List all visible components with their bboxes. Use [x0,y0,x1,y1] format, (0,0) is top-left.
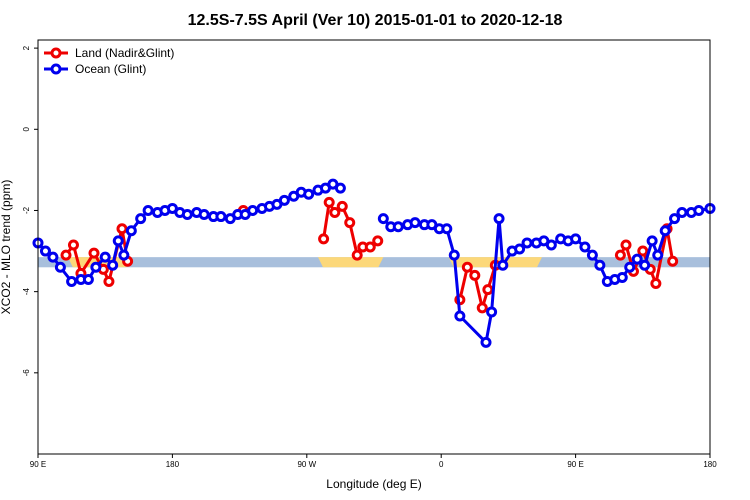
series-0-point-4-1 [620,239,632,251]
series-1-point-0-14 [142,204,154,216]
series-1-point-1-20 [545,239,557,251]
x-tick-label-2: 90 W [297,460,316,469]
series-1-point-0-9 [107,259,119,271]
series-1-point-1-33 [646,235,658,247]
series-1-point-1-16 [514,243,526,255]
series-1-point-0-13 [135,213,147,225]
series-1-point-1-17 [521,237,533,249]
series-1-point-1-29 [616,271,628,283]
y-tick-label-3: -4 [22,288,31,296]
series-0-point-0-6 [116,223,128,235]
series-1-point-1-32 [639,259,651,271]
y-tick-label-2: -2 [22,206,31,214]
series-1-point-1-12 [486,306,498,318]
series-1-point-1-24 [579,241,591,253]
y-tick-label-4: -6 [22,369,31,377]
legend: Land (Nadir&Glint) Ocean (Glint) [44,46,174,76]
series-1-point-0-4 [66,276,78,287]
series-0-point-2-3 [336,200,348,212]
series-1-point-0-21 [198,209,210,221]
series-1-point-1-8 [441,223,453,235]
series-1-point-1-25 [586,249,598,261]
legend-label-land: Land (Nadir&Glint) [75,46,174,60]
series-1-point-0-7 [90,261,102,273]
series-0-point-0-1 [67,239,79,251]
series-1-point-1-9 [448,249,460,261]
series-1-point-1-11 [480,336,492,348]
series-1-point-1-14 [497,259,509,271]
series-1-point-1-39 [693,204,705,216]
y-tick-label-0: 2 [22,45,31,50]
x-tick-label-1: 180 [166,460,180,469]
band-highlight-1 [318,257,384,268]
y-tick-label-1: 0 [22,127,31,132]
legend-label-ocean: Ocean (Glint) [75,62,146,76]
series-1-point-0-3 [54,261,66,273]
series-1-point-1-36 [669,213,681,225]
x-tick-label-3: 0 [439,460,444,469]
legend-marker-ocean [50,63,62,75]
series-0-point-4-3 [637,245,649,257]
series-1-point-0-8 [99,251,111,263]
series-0-point-0-5 [103,276,115,287]
series-0-point-4-5 [650,278,662,290]
series-1-point-0-11 [118,249,130,261]
plot-area [32,178,716,348]
series-0-point-2-4 [344,217,356,229]
series-1-point-0-34 [303,188,315,200]
series-0-point-3-4 [482,284,494,296]
series-0-point-4-7 [667,255,679,267]
y-axis-label: XCO2 - MLO trend (ppm) [0,180,13,315]
x-tick-label-5: 180 [703,460,717,469]
chart-title: 12.5S-7.5S April (Ver 10) 2015-01-01 to … [188,12,563,29]
series-1 [32,178,716,348]
series-0-point-0-3 [88,247,100,259]
series-1-point-1-13 [493,213,505,225]
series-1-point-1-4 [409,217,421,229]
x-tick-label-4: 90 E [567,460,583,469]
series-0-point-4-0 [614,249,626,261]
series-1-point-1-34 [652,249,664,261]
series-0-point-2-0 [318,233,330,245]
series-1-point-0-1 [39,245,51,257]
series-0-point-3-2 [469,269,481,281]
series-0-point-3-3 [476,302,488,314]
series-1-point-0-2 [47,251,59,263]
series-1-point-0-19 [181,209,193,221]
series-0-point-2-1 [323,196,335,208]
x-axis-label: Longitude (deg E) [326,477,421,491]
series-1-point-1-26 [594,259,606,271]
x-axis: 90 E 180 90 W 0 90 E 180 [30,454,717,469]
x-tick-label-0: 90 E [30,460,46,469]
series-1-point-0-27 [247,204,259,216]
plot-frame [37,39,711,455]
series-0-point-2-8 [372,235,384,247]
series-1-point-1-2 [392,221,404,233]
series-0-point-0-0 [60,249,72,261]
series-1-point-0-38 [334,182,346,194]
series-1-point-0-6 [82,273,94,285]
series-1-point-1-35 [659,225,671,237]
series-0-point-3-1 [461,261,473,273]
series-1-point-0-12 [125,225,137,237]
series-1-point-1-23 [570,233,582,245]
series-1-point-0-31 [278,194,290,206]
series-1-point-1-30 [624,261,636,273]
series-0-point-2-2 [329,207,341,218]
series-0-point-2-5 [351,249,363,261]
series-0 [60,196,679,314]
series-1-point-1-37 [676,207,688,218]
series-1-point-1-10 [454,310,466,322]
series-1-point-0-10 [112,235,124,247]
legend-marker-land [50,47,62,59]
series-1-point-0-23 [215,211,227,223]
series-0-point-2-7 [364,241,376,253]
series-1-point-1-0 [377,213,389,225]
series-1-point-1-31 [631,253,643,265]
y-axis: 2 0 -2 -4 -6 [22,45,38,376]
